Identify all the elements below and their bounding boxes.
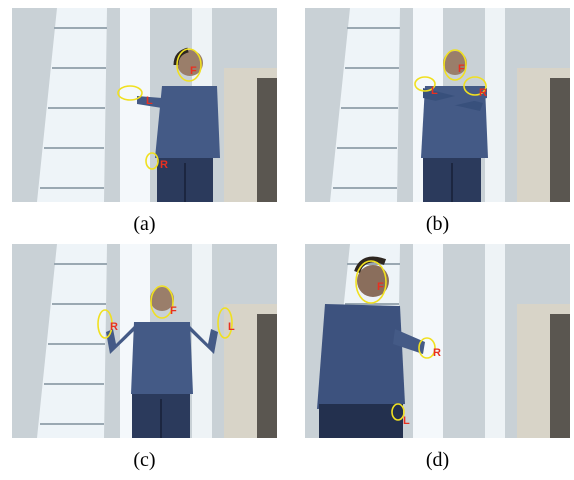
hand1-label-c: R [110, 321, 118, 333]
hand2-label-d: L [403, 415, 410, 427]
hand1-label-d: R [433, 347, 441, 359]
face-label-b: F [458, 63, 465, 75]
face-label-a: F [190, 65, 197, 77]
hand1-label-b: L [431, 85, 438, 97]
photo-d: F R L [305, 244, 570, 438]
panel-b: F L R [305, 8, 570, 202]
photo-c: F R L [12, 244, 277, 438]
caption-b: (b) [425, 213, 450, 235]
hand1-label-a: L [146, 95, 153, 107]
caption-d: (d) [425, 449, 450, 471]
panel-d: F R L [305, 244, 570, 438]
panel-c: F R L [12, 244, 277, 438]
photo-b: F L R [305, 8, 570, 202]
panel-a: F L R [12, 8, 277, 202]
face-label-d: F [377, 281, 384, 293]
hand2-label-b: R [479, 87, 487, 99]
caption-a: (a) [133, 213, 156, 235]
hand2-label-c: L [228, 321, 235, 333]
caption-c: (c) [133, 449, 156, 471]
photo-a: F L R [12, 8, 277, 202]
hand2-label-a: R [160, 159, 168, 171]
face-label-c: F [170, 305, 177, 317]
